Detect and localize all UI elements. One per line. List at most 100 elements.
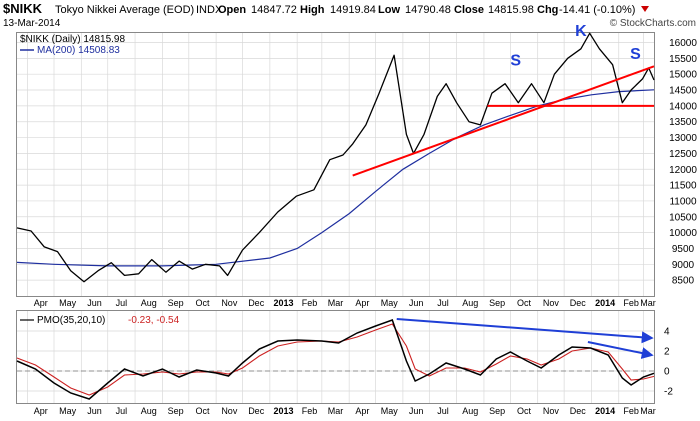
x-tick-label: May bbox=[59, 406, 77, 416]
chg-value: -14.41 (-0.10%) bbox=[559, 4, 635, 16]
x-tick-label: Sep bbox=[168, 298, 184, 308]
x-tick-label: Mar bbox=[640, 298, 656, 308]
legend-price: $NIKK (Daily) 14815.98 bbox=[20, 34, 125, 45]
symbol: $NIKK bbox=[3, 1, 43, 16]
y-tick-label: -2 bbox=[664, 387, 673, 398]
x-tick-label: Nov bbox=[221, 298, 238, 308]
y-tick-label: 2 bbox=[664, 347, 670, 358]
x-tick-label: Jul bbox=[116, 298, 128, 308]
x-axis-top: Apr May Jun Jul Aug Sep Oct Nov Dec 2013 Feb Mar Apr… bbox=[34, 298, 656, 308]
x-tick-label: Nov bbox=[543, 406, 560, 416]
pmo-legend: PMO(35,20,10) -0.23, -0.54 bbox=[20, 315, 180, 326]
x-tick-label: Dec bbox=[570, 406, 587, 416]
pmo-series bbox=[16, 318, 655, 400]
pmo-line bbox=[16, 319, 655, 400]
open-label: Open bbox=[218, 4, 246, 16]
y-tick-label: 9500 bbox=[672, 244, 695, 255]
y-tick-label: 15500 bbox=[669, 54, 697, 65]
divergence-arrow bbox=[587, 341, 654, 359]
x-tick-label: Oct bbox=[195, 298, 210, 308]
x-tick-label: Nov bbox=[543, 298, 560, 308]
x-tick-label: 2014 bbox=[595, 406, 615, 416]
trendline bbox=[352, 65, 655, 177]
y-tick-label: 0 bbox=[664, 367, 670, 378]
y-tick-label: 12500 bbox=[669, 149, 697, 160]
x-tick-label: Nov bbox=[221, 406, 238, 416]
x-tick-label: Jul bbox=[116, 406, 128, 416]
x-tick-label: Jun bbox=[87, 406, 102, 416]
x-tick-label: Jun bbox=[87, 298, 102, 308]
x-tick-label: Aug bbox=[462, 406, 478, 416]
x-axis-bottom: Apr May Jun Jul Aug Sep Oct Nov Dec 2013 Feb Mar Apr… bbox=[34, 406, 656, 416]
price-legend: $NIKK (Daily) 14815.98 MA(200) 14508.83 bbox=[20, 34, 125, 56]
x-tick-label: 2014 bbox=[595, 298, 615, 308]
x-tick-label: Apr bbox=[34, 298, 48, 308]
y-tick-label: 16000 bbox=[669, 38, 697, 49]
x-tick-label: Sep bbox=[489, 406, 505, 416]
y-tick-label: 8500 bbox=[672, 276, 695, 287]
x-tick-label: Dec bbox=[570, 298, 587, 308]
chart-date: 13-Mar-2014 bbox=[3, 18, 61, 29]
x-tick-label: Mar bbox=[328, 298, 344, 308]
price-y-axis: 8500 9000 9500 10000 10500 11000 11500 12000 125… bbox=[669, 38, 697, 287]
y-tick-label: 13000 bbox=[669, 133, 697, 144]
x-tick-label: Jul bbox=[437, 298, 449, 308]
x-tick-label: Mar bbox=[640, 406, 656, 416]
price-line bbox=[16, 32, 655, 283]
y-tick-label: 14000 bbox=[669, 101, 697, 112]
y-tick-label: 11000 bbox=[669, 196, 697, 207]
x-tick-label: Feb bbox=[302, 406, 318, 416]
y-tick-label: 12000 bbox=[669, 165, 697, 176]
x-tick-label: Jul bbox=[437, 406, 449, 416]
price-series: S K S bbox=[16, 23, 655, 283]
x-tick-label: May bbox=[381, 406, 399, 416]
y-tick-label: 13500 bbox=[669, 117, 697, 128]
legend-ma: MA(200) 14508.83 bbox=[37, 45, 120, 56]
close-value: 14815.98 bbox=[488, 4, 534, 16]
y-tick-label: 10000 bbox=[669, 228, 697, 239]
pattern-annotation: S bbox=[630, 46, 641, 63]
x-tick-label: Mar bbox=[328, 406, 344, 416]
legend-pmo-label: PMO(35,20,10) bbox=[37, 315, 105, 326]
x-tick-label: Jun bbox=[409, 298, 424, 308]
x-tick-label: Jun bbox=[409, 406, 424, 416]
x-tick-label: Sep bbox=[489, 298, 505, 308]
x-tick-label: Oct bbox=[517, 298, 532, 308]
pmo-panel bbox=[16, 310, 655, 404]
pattern-annotation: K bbox=[575, 23, 587, 40]
open-value: 14847.72 bbox=[251, 4, 297, 16]
x-tick-label: Dec bbox=[248, 406, 265, 416]
pattern-annotation: S bbox=[510, 52, 521, 69]
x-tick-label: Aug bbox=[141, 298, 157, 308]
high-value: 14919.84 bbox=[330, 4, 376, 16]
high-label: High bbox=[300, 4, 325, 16]
x-tick-label: 2013 bbox=[274, 406, 294, 416]
x-tick-label: Oct bbox=[517, 406, 532, 416]
y-tick-label: 11500 bbox=[669, 181, 697, 192]
x-tick-label: Feb bbox=[623, 298, 639, 308]
exchange: INDX bbox=[196, 4, 223, 16]
x-tick-label: Apr bbox=[355, 298, 369, 308]
x-tick-label: 2013 bbox=[274, 298, 294, 308]
price-grid bbox=[17, 33, 654, 296]
down-arrow-icon bbox=[641, 6, 649, 12]
y-tick-label: 14500 bbox=[669, 86, 697, 97]
x-tick-label: Feb bbox=[623, 406, 639, 416]
x-tick-label: Dec bbox=[248, 298, 265, 308]
y-tick-label: 10500 bbox=[669, 212, 697, 223]
divergence-arrow bbox=[396, 318, 654, 344]
x-tick-label: Apr bbox=[355, 406, 369, 416]
low-value: 14790.48 bbox=[405, 4, 451, 16]
price-panel bbox=[16, 32, 655, 297]
x-tick-label: Oct bbox=[195, 406, 210, 416]
pmo-y-axis: -2 0 2 4 bbox=[664, 327, 673, 398]
x-tick-label: Aug bbox=[141, 406, 157, 416]
chg-label: Chg bbox=[537, 4, 558, 16]
quote-line: Open 14847.72 High 14919.84 Low 14790.48… bbox=[218, 4, 649, 16]
y-tick-label: 9000 bbox=[672, 260, 695, 271]
close-label: Close bbox=[454, 4, 484, 16]
brand: © StockCharts.com bbox=[610, 18, 696, 29]
low-label: Low bbox=[378, 4, 400, 16]
